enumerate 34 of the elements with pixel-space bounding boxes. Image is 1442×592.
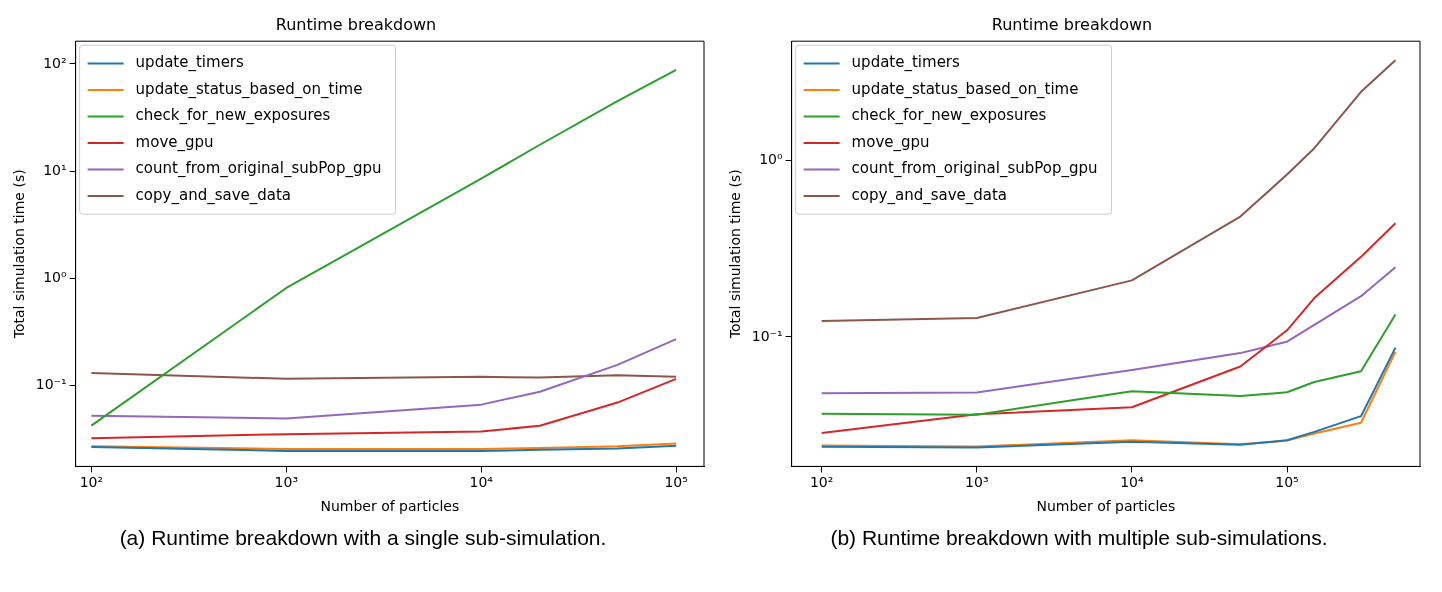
x-axis-title: Number of particles xyxy=(320,498,460,515)
text: (a) Runtime breakdown with a single sub-simulation. xyxy=(118,526,608,550)
legend-label: count_from_original_subPop_gpu xyxy=(135,159,382,179)
x-tick-label: 10⁴ xyxy=(469,474,494,491)
legend-label: copy_and_save_data xyxy=(135,185,292,205)
text: (b) Runtime breakdown with multiple sub-simulations. xyxy=(829,526,1329,550)
legend-label: count_from_original_subPop_gpu xyxy=(851,159,1098,179)
legend-label: update_timers xyxy=(135,53,245,73)
x-tick-label: 10² xyxy=(79,474,104,491)
y-tick-label: 10² xyxy=(43,54,67,71)
chart-title: Runtime breakdown xyxy=(991,14,1153,34)
y-axis-title: Total simulation time (s) xyxy=(11,169,28,340)
legend-label: update_timers xyxy=(851,53,961,73)
legend-label: move_gpu xyxy=(851,132,930,152)
y-tick-label: 10⁰ xyxy=(759,150,783,167)
y-tick-label: 10¹ xyxy=(43,161,67,178)
x-tick-label: 10⁴ xyxy=(1120,474,1144,491)
legend-label: move_gpu xyxy=(135,132,214,152)
legend-label: check_for_new_exposures xyxy=(851,106,1047,126)
y-tick-label: 10⁻¹ xyxy=(35,375,67,392)
x-tick-label: 10² xyxy=(809,474,834,491)
x-tick-label: 10⁵ xyxy=(1275,474,1299,491)
x-tick-label: 10³ xyxy=(965,474,989,491)
chart-title: Runtime breakdown xyxy=(275,14,437,34)
legend-label: copy_and_save_data xyxy=(851,185,1008,205)
x-axis-title: Number of particles xyxy=(1036,498,1176,515)
legend-label: update_status_based_on_time xyxy=(851,79,1079,99)
x-tick-label: 10³ xyxy=(274,474,299,491)
y-axis-title: Total simulation time (s) xyxy=(727,169,744,340)
legend-label: check_for_new_exposures xyxy=(135,106,331,126)
y-tick-label: 10⁻¹ xyxy=(751,327,783,344)
y-tick-label: 10⁰ xyxy=(43,268,67,285)
legend-label: update_status_based_on_time xyxy=(135,79,363,99)
x-tick-label: 10⁵ xyxy=(664,474,688,491)
